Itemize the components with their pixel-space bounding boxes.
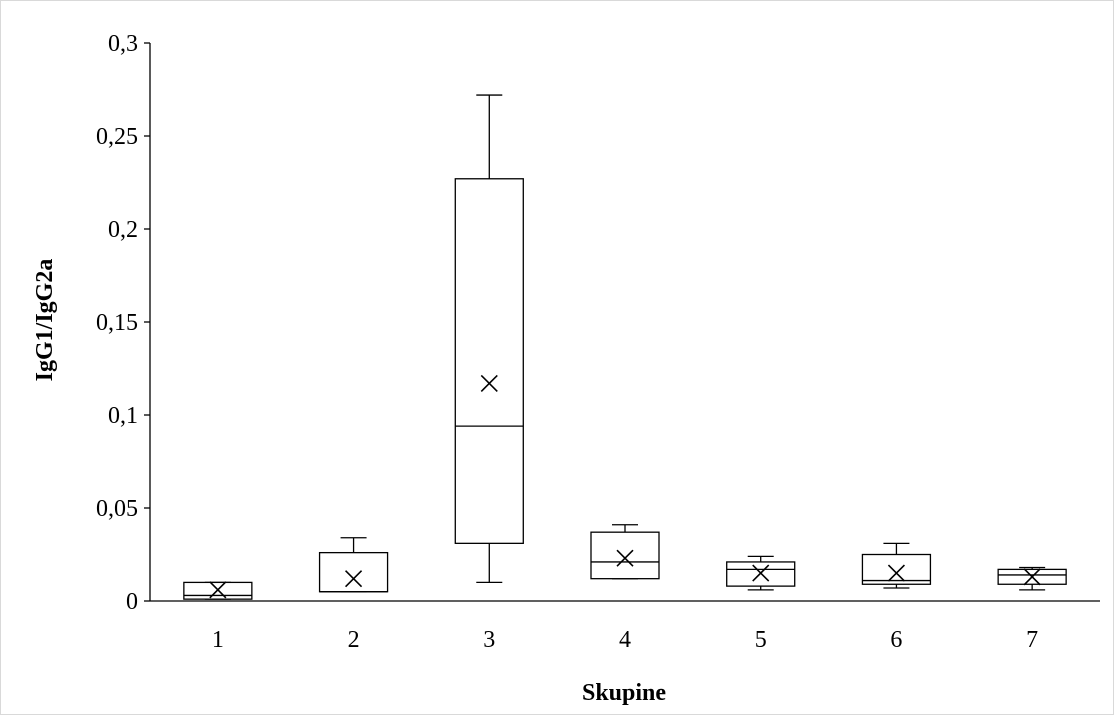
mean-marker — [616, 549, 634, 567]
box-category-7 — [997, 566, 1067, 591]
box-category-1 — [183, 581, 253, 600]
mean-marker — [480, 374, 498, 392]
box-category-4 — [590, 524, 660, 580]
mean-marker — [345, 570, 363, 588]
y-tick-label: 0,05 — [96, 496, 138, 522]
mean-marker — [209, 581, 227, 599]
boxes — [183, 94, 1067, 600]
iqr-box — [861, 553, 932, 585]
y-tick-label: 0,15 — [96, 310, 138, 336]
y-axis: 0 0,05 0,1 0,15 0,2 0,25 0,3 — [96, 31, 151, 615]
box-category-5 — [726, 555, 796, 591]
y-axis-title: IgG1/IgG2a — [32, 259, 58, 382]
y-tick-label: 0,1 — [108, 403, 138, 429]
x-tick-label: 4 — [619, 627, 631, 653]
x-tick-label: 3 — [483, 627, 495, 653]
x-tick-label: 1 — [212, 627, 224, 653]
x-tick-label: 7 — [1026, 627, 1038, 653]
box-category-2 — [318, 537, 389, 593]
mean-marker — [887, 564, 905, 582]
y-tick-label: 0 — [126, 589, 138, 615]
y-tick-label: 0,25 — [96, 124, 138, 150]
x-tick-label: 6 — [890, 627, 902, 653]
x-tick-label: 5 — [755, 627, 767, 653]
iqr-box — [454, 178, 524, 544]
y-tick-label: 0,2 — [108, 217, 138, 243]
box-category-3 — [454, 94, 524, 584]
x-axis-title: Skupine — [582, 680, 666, 706]
iqr-box — [590, 531, 660, 580]
mean-marker — [1023, 568, 1041, 586]
iqr-box — [318, 551, 389, 593]
y-tick-label: 0,3 — [108, 31, 138, 57]
box-category-6 — [861, 542, 932, 589]
mean-marker — [752, 564, 770, 582]
x-axis: 1 2 3 4 5 6 7 — [150, 600, 1100, 653]
x-tick-label: 2 — [348, 627, 360, 653]
